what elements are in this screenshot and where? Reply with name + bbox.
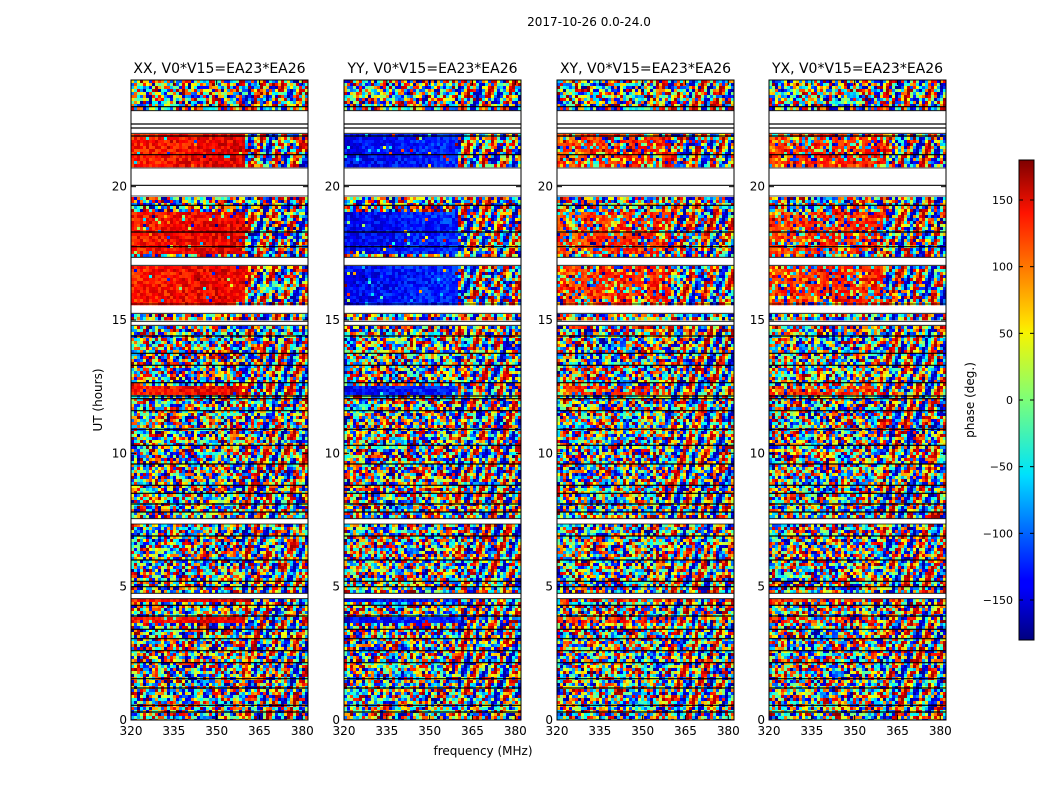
colorbar-tick-label: 50 — [999, 327, 1013, 340]
y-axis-label: UT (hours) — [91, 368, 105, 431]
x-tick-label: 335 — [375, 724, 398, 738]
x-tick-label: 320 — [546, 724, 569, 738]
y-tick-label: 20 — [325, 180, 340, 194]
y-tick-label: 20 — [538, 180, 553, 194]
colorbar-tick-label: 150 — [992, 194, 1013, 207]
x-tick-label: 365 — [461, 724, 484, 738]
colorbar-label: phase (deg.) — [963, 362, 977, 438]
y-tick-label: 0 — [332, 713, 340, 727]
y-tick-label: 5 — [757, 580, 765, 594]
x-tick-label: 365 — [886, 724, 909, 738]
y-tick-label: 10 — [750, 446, 765, 460]
x-tick-label: 335 — [588, 724, 611, 738]
y-tick-label: 15 — [112, 313, 127, 327]
colorbar-tick-label: −50 — [990, 461, 1013, 474]
x-tick-label: 380 — [929, 724, 952, 738]
panel-heatmap — [131, 80, 308, 720]
colorbar: −150 −100 −50 0 50 100 150 phase (deg.) — [963, 159, 1035, 641]
y-tick-label: 0 — [757, 713, 765, 727]
y-tick-label: 0 — [119, 713, 127, 727]
panel-title: YY, V0*V15=EA23*EA26 — [346, 61, 517, 77]
panel-3: YX, V0*V15=EA23*EA26 320 335 350 365 380 0 5 10 1… — [750, 61, 952, 738]
y-tick-label: 0 — [545, 713, 553, 727]
x-tick-label: 365 — [248, 724, 271, 738]
colorbar-tick-label: 0 — [1006, 394, 1013, 407]
panel-0: XX, V0*V15=EA23*EA26 320 335 350 365 380 0 5 10 1… — [112, 61, 314, 738]
colorbar-tick-label: −100 — [983, 527, 1013, 540]
panel-frame — [768, 79, 947, 721]
x-tick-label: 380 — [504, 724, 527, 738]
x-tick-label: 380 — [717, 724, 740, 738]
x-tick-label: 335 — [162, 724, 185, 738]
panel-frame — [130, 79, 309, 721]
panel-title: XY, V0*V15=EA23*EA26 — [560, 61, 731, 77]
y-tick-label: 20 — [750, 180, 765, 194]
colorbar-tick-label: −150 — [983, 594, 1013, 607]
x-tick-label: 335 — [800, 724, 823, 738]
x-tick-label: 350 — [843, 724, 866, 738]
x-tick-label: 320 — [120, 724, 143, 738]
x-tick-label: 350 — [418, 724, 441, 738]
figure-suptitle: 2017-10-26 0.0-24.0 — [527, 15, 651, 29]
panel-heatmap — [344, 80, 521, 720]
panel-1: YY, V0*V15=EA23*EA26 320 335 350 365 380 0 5 10 1… — [325, 61, 527, 738]
x-tick-label: 320 — [758, 724, 781, 738]
panel-heatmap — [557, 80, 734, 720]
x-tick-label: 365 — [674, 724, 697, 738]
y-tick-label: 20 — [112, 180, 127, 194]
x-tick-label: 350 — [631, 724, 654, 738]
y-tick-label: 15 — [325, 313, 340, 327]
x-tick-label: 320 — [333, 724, 356, 738]
y-tick-label: 15 — [750, 313, 765, 327]
y-tick-label: 10 — [538, 446, 553, 460]
x-tick-label: 350 — [205, 724, 228, 738]
y-tick-label: 5 — [332, 580, 340, 594]
panel-heatmap — [769, 80, 946, 720]
panel-2: XY, V0*V15=EA23*EA26 320 335 350 365 380 0 5 10 1… — [538, 61, 740, 738]
colorbar-ticks: −150 −100 −50 0 50 100 150 — [983, 194, 1034, 607]
y-tick-label: 10 — [325, 446, 340, 460]
y-tick-label: 15 — [538, 313, 553, 327]
y-tick-label: 5 — [119, 580, 127, 594]
panel-frame — [343, 79, 522, 721]
x-axis-label: frequency (MHz) — [433, 744, 532, 758]
y-tick-label: 5 — [545, 580, 553, 594]
colorbar-tick-label: 100 — [992, 261, 1013, 274]
panel-frame — [556, 79, 735, 721]
y-tick-label: 10 — [112, 446, 127, 460]
x-tick-label: 380 — [291, 724, 314, 738]
panel-title: YX, V0*V15=EA23*EA26 — [771, 61, 943, 77]
panels: XX, V0*V15=EA23*EA26 320 335 350 365 380 0 5 10 1… — [112, 61, 952, 738]
panel-title: XX, V0*V15=EA23*EA26 — [133, 61, 305, 77]
